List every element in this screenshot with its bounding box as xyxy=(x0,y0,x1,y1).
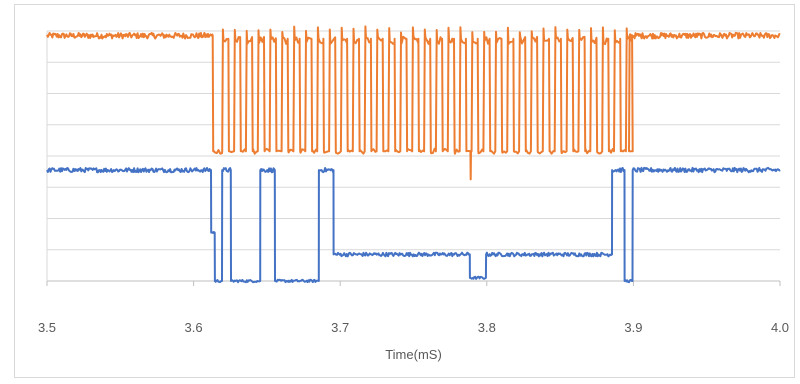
series-layer xyxy=(46,25,781,284)
x-tick-label: 3.7 xyxy=(331,320,349,335)
x-tick-label: 3.6 xyxy=(185,320,203,335)
x-axis: 3.5 3.6 3.7 3.8 3.9 4.0 xyxy=(38,281,789,335)
x-tick-label: 3.9 xyxy=(624,320,642,335)
series-line-blue xyxy=(46,166,781,284)
x-tick-label: 4.0 xyxy=(771,320,789,335)
x-tick-label: 3.8 xyxy=(478,320,496,335)
x-tick-label: 3.5 xyxy=(38,320,56,335)
series-line-orange xyxy=(46,25,781,181)
chart-frame xyxy=(14,4,795,378)
x-axis-title: Time(mS) xyxy=(385,347,442,362)
